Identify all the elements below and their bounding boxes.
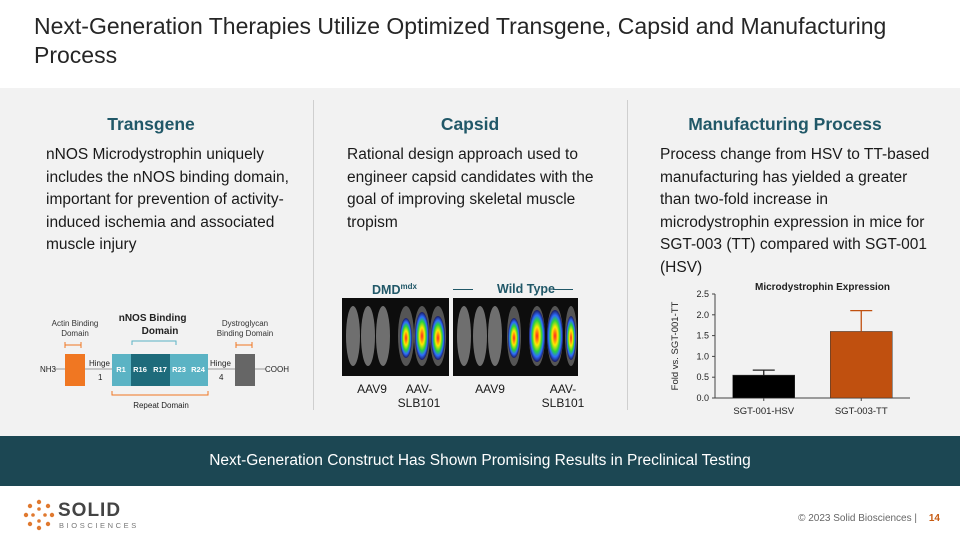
- y-tick-label: 1.0: [696, 351, 709, 361]
- slide-title: Next-Generation Therapies Utilize Optimi…: [34, 13, 887, 68]
- manufacturing-heading: Manufacturing Process: [688, 114, 882, 134]
- repeat-label: R16: [133, 365, 147, 374]
- hinge1-number: 1: [98, 373, 103, 382]
- actin-label: Actin Binding Domain: [52, 319, 99, 338]
- solid-logo-icon: [23, 499, 55, 531]
- repeat-label: R23: [172, 365, 186, 374]
- repeat-r1-block: [112, 354, 131, 386]
- logo-subtitle: BIOSCIENCES: [59, 521, 139, 530]
- repeat-domain-label: Repeat Domain: [133, 401, 189, 410]
- microdystrophin-expression-chart: Microdystrophin Expression Fold vs. SGT-0…: [670, 282, 910, 417]
- repeat-label: R1: [116, 365, 126, 374]
- capsid-heading: Capsid: [440, 114, 500, 134]
- x-tick-label: SGT-001-HSV: [733, 406, 794, 417]
- y-tick-label: 1.5: [696, 331, 709, 341]
- wild-type-line: [553, 289, 573, 290]
- dystroglycan-block: [235, 354, 255, 386]
- repeat-label: R24: [191, 365, 206, 374]
- mouse-group-label: AAV9: [475, 382, 505, 396]
- nnos-label: nNOS Binding: [119, 313, 187, 324]
- actin-binding-block: [65, 354, 85, 386]
- chart-title: Microdystrophin Expression: [755, 282, 890, 293]
- mouse-group-label: AAV-SLB101: [541, 382, 585, 410]
- dmd-mdx-label: DMDmdx: [372, 282, 417, 298]
- repeat-r16-block: [131, 354, 150, 386]
- x-tick-label: SGT-003-TT: [835, 406, 888, 417]
- capsid-text: Rational design approach used to enginee…: [347, 146, 594, 231]
- svg-text:nNOS Binding Domain: nNOS Binding Domain: [119, 313, 190, 337]
- transgene-heading: Transgene: [107, 114, 195, 134]
- logo-wordmark: SOLID: [58, 500, 122, 521]
- page-number: 14: [928, 513, 940, 524]
- column-divider: [313, 100, 314, 410]
- y-tick-label: 2.0: [696, 310, 709, 320]
- repeat-r23-block: [170, 354, 189, 386]
- y-tick-label: 2.5: [696, 289, 709, 299]
- repeat-label: R17: [153, 365, 167, 374]
- hinge4-label: Hinge: [210, 359, 231, 368]
- hinge1-label: Hinge: [89, 359, 110, 368]
- mouse-group-label: AAV-SLB101: [397, 382, 441, 410]
- transgene-text: nNOS Microdystrophin uniquely includes t…: [46, 146, 289, 253]
- repeat-r17-block: [150, 354, 170, 386]
- repeat-r24-block: [189, 354, 208, 386]
- dystroglycan-label: Dystroglycan Binding Domain: [217, 319, 273, 338]
- conclusion-banner: [0, 436, 960, 486]
- microdystrophin-construct-diagram: nNOS Binding Domain Actin Binding Domain …: [40, 313, 289, 410]
- bioluminescence-images: [342, 298, 578, 376]
- y-tick-label: 0.5: [696, 372, 709, 382]
- conclusion-banner-text: Next-Generation Construct Has Shown Prom…: [209, 452, 751, 469]
- wild-type-label: Wild Type: [497, 282, 555, 296]
- bar: [830, 331, 893, 399]
- wild-type-line: [453, 289, 473, 290]
- y-axis-label: Fold vs. SGT-001-TT: [670, 301, 681, 390]
- cooh-label: COOH: [265, 365, 289, 374]
- mouse-group-label: AAV9: [357, 382, 387, 396]
- column-divider: [627, 100, 628, 410]
- y-tick-label: 0.0: [696, 393, 709, 403]
- hinge4-number: 4: [219, 373, 224, 382]
- bar: [732, 374, 795, 399]
- nh3-label: NH3: [40, 365, 57, 374]
- copyright-text: © 2023 Solid Biosciences |: [798, 513, 917, 524]
- manufacturing-text: Process change from HSV to TT-based manu…: [660, 146, 930, 276]
